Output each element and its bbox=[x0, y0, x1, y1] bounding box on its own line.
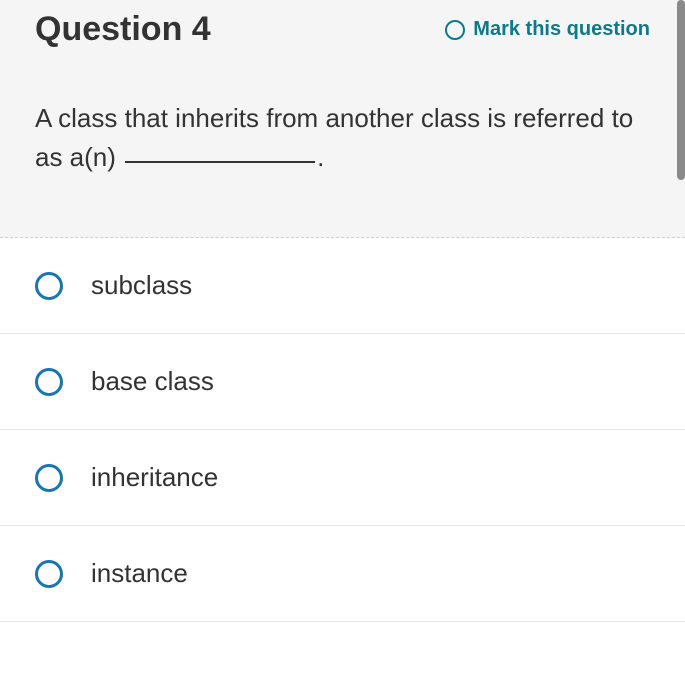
mark-question-label: Mark this question bbox=[473, 18, 650, 41]
mark-question-button[interactable]: Mark this question bbox=[445, 18, 650, 41]
option-label: subclass bbox=[91, 270, 192, 301]
question-title: Question 4 bbox=[35, 10, 211, 49]
scrollbar-thumb[interactable] bbox=[677, 0, 685, 180]
question-prompt: A class that inherits from another class… bbox=[35, 99, 650, 177]
answer-options-list: subclass base class inheritance instance bbox=[0, 238, 685, 622]
quiz-question-container: Question 4 Mark this question A class th… bbox=[0, 0, 685, 700]
answer-option[interactable]: subclass bbox=[0, 238, 685, 334]
option-label: inheritance bbox=[91, 462, 218, 493]
question-text-after: . bbox=[317, 142, 324, 172]
answer-option[interactable]: base class bbox=[0, 334, 685, 430]
radio-unchecked-icon bbox=[35, 272, 63, 300]
fill-in-blank bbox=[125, 161, 315, 163]
answer-option[interactable]: instance bbox=[0, 526, 685, 622]
radio-unchecked-icon bbox=[35, 368, 63, 396]
option-label: base class bbox=[91, 366, 214, 397]
option-label: instance bbox=[91, 558, 188, 589]
title-row: Question 4 Mark this question bbox=[35, 10, 650, 49]
radio-unchecked-icon bbox=[35, 464, 63, 492]
circle-outline-icon bbox=[445, 20, 465, 40]
answer-option[interactable]: inheritance bbox=[0, 430, 685, 526]
question-header-section: Question 4 Mark this question A class th… bbox=[0, 0, 685, 238]
radio-unchecked-icon bbox=[35, 560, 63, 588]
